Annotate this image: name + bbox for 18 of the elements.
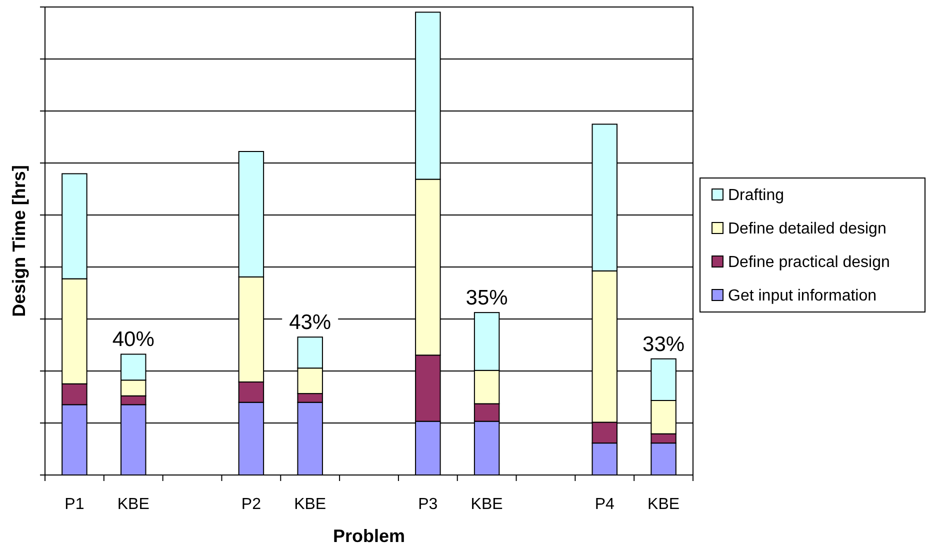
x-tick-label: KBE <box>117 496 150 513</box>
x-tick-label: P4 <box>594 496 615 513</box>
annotation: 33% <box>642 332 685 356</box>
annotation: 35% <box>466 286 508 310</box>
legend-label: Drafting <box>728 187 784 204</box>
x-tick-label: KBE <box>470 496 503 513</box>
annotation: 40% <box>112 328 154 352</box>
legend-label: Get input information <box>728 288 877 304</box>
x-axis-title: Problem <box>332 526 406 546</box>
legend-label: Define detailed design <box>728 220 886 238</box>
legend-label: Define practical design <box>728 254 890 271</box>
x-tick-label: KBE <box>648 496 680 513</box>
y-axis-title: Design Time [hrs] <box>9 165 29 317</box>
x-tick-label: P1 <box>64 496 84 513</box>
x-tick-label: KBE <box>294 496 326 513</box>
x-tick-label: P3 <box>418 496 438 513</box>
annotation: 43% <box>289 311 332 334</box>
x-tick-label: P2 <box>241 496 262 513</box>
